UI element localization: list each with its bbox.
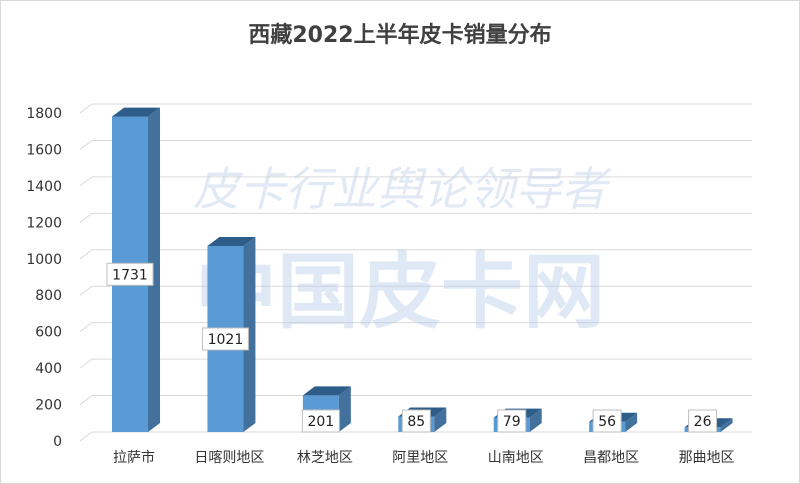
data-label-box	[301, 409, 340, 433]
gridline-side	[79, 103, 93, 114]
bar-side	[529, 408, 542, 432]
data-label: 26	[688, 409, 718, 433]
bar-top	[207, 236, 256, 246]
watermark-logo-text: 中国皮卡网	[195, 245, 605, 340]
x-category-label: 山南地区	[488, 450, 544, 466]
data-label-box	[401, 409, 431, 433]
gridline-side	[79, 249, 93, 260]
data-labels: 1731 1021 201 85 79 56 26	[106, 262, 718, 433]
bar-side	[148, 107, 160, 432]
data-label-text: 26	[694, 414, 712, 430]
data-label: 56	[592, 409, 622, 433]
data-label-box	[688, 409, 718, 433]
data-label-text: 85	[407, 414, 425, 430]
data-label: 1731	[106, 262, 154, 286]
bar-side	[720, 418, 733, 432]
data-label: 85	[401, 409, 431, 433]
y-tick-label: 1200	[26, 215, 62, 231]
y-tick-label: 1400	[26, 179, 62, 195]
bar-side	[338, 386, 351, 432]
data-label-text: 79	[503, 414, 521, 430]
data-label-text: 201	[307, 414, 334, 430]
data-label-text: 1021	[208, 332, 244, 348]
y-tick-label: 1000	[26, 252, 62, 268]
x-category-label: 那曲地区	[679, 450, 735, 466]
x-category-label: 林芝地区	[297, 450, 353, 466]
grid-layer	[79, 103, 752, 442]
x-category-label: 阿里地区	[392, 450, 448, 466]
chart-title: 西藏2022上半年皮卡销量分布	[248, 22, 551, 48]
x-category-label: 拉萨市	[113, 449, 155, 466]
gridline-side	[79, 322, 93, 333]
y-axis-ticks: 0 200 400 600 800 1000 1200 1400 1600 1800	[26, 106, 62, 450]
gridline-side	[79, 212, 93, 223]
y-tick-label: 0	[53, 434, 62, 450]
watermark-slogan: 皮卡行业舆论领导者	[193, 162, 612, 216]
y-tick-label: 800	[35, 288, 62, 304]
watermark: 皮卡行业舆论领导者 中国皮卡网	[193, 162, 612, 340]
y-tick-label: 600	[35, 325, 62, 341]
bar-top	[302, 386, 351, 396]
data-label-box	[592, 409, 622, 433]
bar-top	[112, 107, 160, 117]
data-label: 201	[301, 409, 340, 433]
y-tick-label: 400	[35, 361, 62, 377]
gridline-side	[79, 431, 93, 442]
y-tick-label: 1600	[26, 142, 62, 158]
data-label-box	[106, 262, 154, 286]
x-axis-categories: 拉萨市 日喀则地区 林芝地区 阿里地区 山南地区 昌都地区 那曲地区	[113, 449, 735, 466]
data-label-box	[497, 409, 527, 433]
gridline-side	[79, 395, 93, 405]
gridline-side	[79, 285, 93, 296]
bar-side	[625, 412, 638, 432]
y-tick-label: 1800	[26, 106, 62, 122]
gridline-side	[79, 140, 93, 150]
data-label-text: 1731	[112, 267, 148, 283]
bar-side	[243, 236, 256, 432]
x-category-label: 昌都地区	[583, 450, 639, 466]
x-category-label: 日喀则地区	[194, 450, 264, 466]
data-label: 1021	[201, 327, 249, 351]
data-label-box	[201, 327, 249, 351]
data-label-text: 56	[598, 414, 616, 430]
y-tick-label: 200	[35, 398, 62, 414]
gridline-side	[79, 176, 93, 187]
bar-side	[434, 407, 447, 432]
gridline-side	[79, 358, 93, 369]
data-label: 79	[497, 409, 527, 433]
